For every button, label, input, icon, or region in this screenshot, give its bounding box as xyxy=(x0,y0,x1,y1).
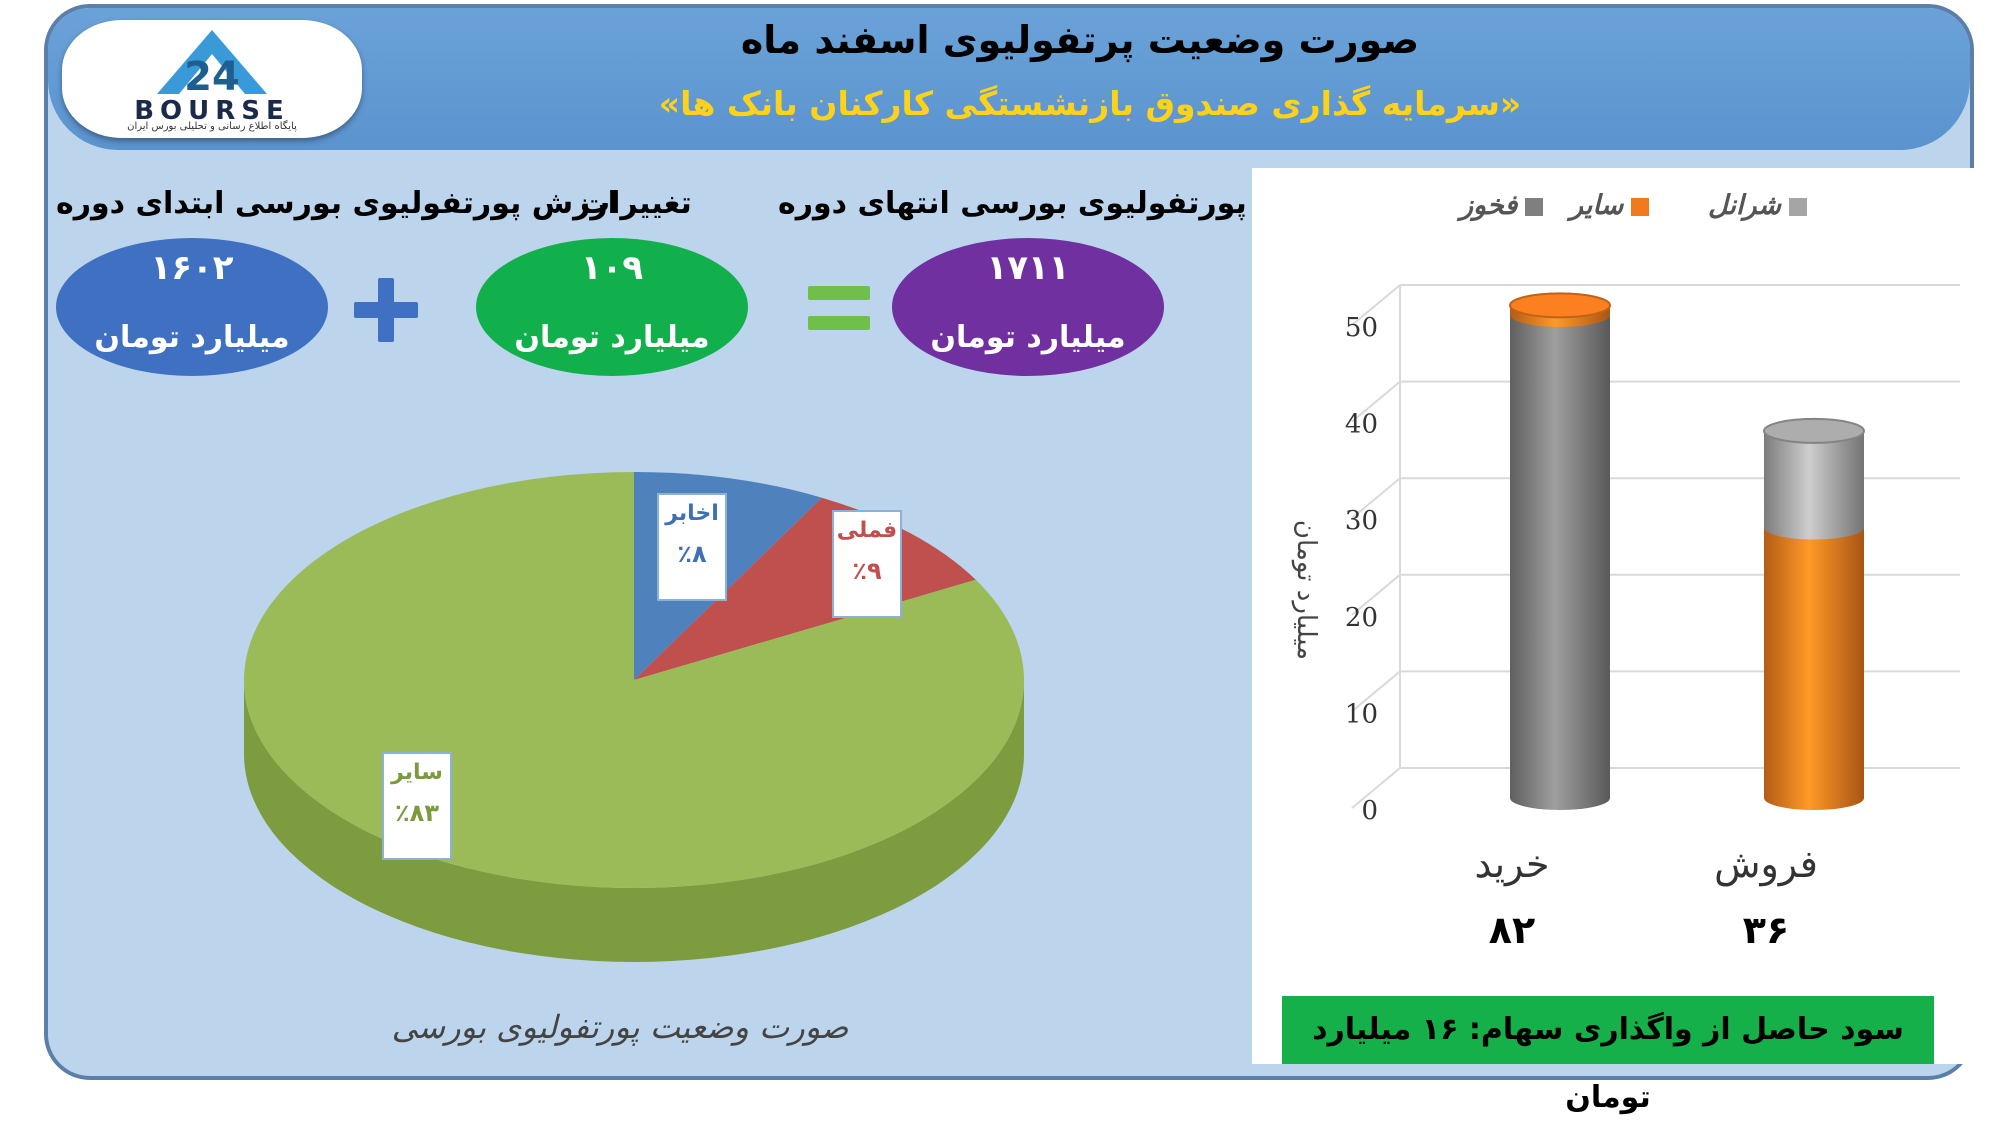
infographic: صورت وضعیت پرتفولیوی اسفند ماه «سرمایه گ… xyxy=(44,4,1974,1115)
pie-chart-caption: صورت وضعیت پورتفولیوی بورسی xyxy=(391,1008,849,1046)
y-tick-label: 30 xyxy=(1345,506,1378,536)
category-label-sell: فروش xyxy=(1714,842,1818,886)
start-value-oval: ۱۶۰۲ میلیارد تومان xyxy=(56,238,328,376)
pie-label-percent: ٪۸۳ xyxy=(395,799,439,827)
start-period-label: ارزش پورتفولیوی بورسی ابتدای دوره xyxy=(56,186,618,221)
pie-side xyxy=(244,680,1024,962)
gridline-side xyxy=(1351,767,1401,809)
bar-segment xyxy=(1510,315,1610,810)
category-total-buy: ۸۲ xyxy=(1488,908,1536,952)
y-tick-label: 40 xyxy=(1345,410,1378,440)
page-subtitle: «سرمایه گذاری صندوق بازنشستگی کارکنان با… xyxy=(658,84,1522,123)
logo-wordmark: BOURSE xyxy=(134,96,290,126)
logo-mountain-icon: 24 xyxy=(157,30,267,100)
legend-swatch xyxy=(1525,197,1544,216)
legend-swatch xyxy=(1788,197,1807,216)
pie-label-akhaber: اخابر ٪۸ xyxy=(657,493,727,601)
pie-label-percent: ٪۹ xyxy=(852,557,882,585)
start-value: ۱۶۰۲ xyxy=(150,248,234,288)
gridline-side xyxy=(1351,380,1401,423)
pie-label-name: اخابر xyxy=(665,501,719,526)
gridline-side xyxy=(1351,284,1401,326)
change-value-oval: ۱۰۹ میلیارد تومان xyxy=(476,238,748,376)
pie-label-name: فملی xyxy=(836,518,898,543)
bar-segment xyxy=(1764,430,1864,540)
bar-segment xyxy=(1764,527,1864,810)
end-period-label: ارزش پورتفولیوی بورسی انتهای دوره xyxy=(778,186,1344,221)
category-label-buy: خرید xyxy=(1474,842,1550,886)
change-value: ۱۰۹ xyxy=(580,248,644,288)
bourse-logo: 24 BOURSE پایگاه اطلاع رسانی و تحلیلی بو… xyxy=(62,20,362,138)
pie-label-name: سایر xyxy=(391,760,443,785)
pie-chart xyxy=(243,472,1024,962)
pie-label-fameli: فملی ٪۹ xyxy=(832,510,902,618)
gridline-side xyxy=(1351,477,1401,519)
start-value-unit: میلیارد تومان xyxy=(94,320,290,355)
end-value-unit: میلیارد تومان xyxy=(930,320,1126,355)
change-value-unit: میلیارد تومان xyxy=(514,320,710,355)
bar-cap xyxy=(1763,417,1865,444)
changes-label: تغییرات xyxy=(580,186,692,221)
end-value-oval: ۱۷۱۱ میلیارد تومان xyxy=(892,238,1164,376)
page-title: صورت وضعیت پرتفولیوی اسفند ماه xyxy=(740,18,1420,62)
pie-label-percent: ٪۸ xyxy=(677,540,707,568)
legend-label: سایر xyxy=(1570,190,1624,221)
legend-swatch xyxy=(1631,197,1650,216)
gridline-side xyxy=(1351,670,1401,713)
gridline-side xyxy=(1351,574,1401,616)
plus-icon xyxy=(354,278,418,342)
legend-item-sharanel: شرانل xyxy=(1708,190,1807,221)
category-total-sell: ۳۶ xyxy=(1742,908,1790,952)
bar-cap xyxy=(1509,292,1611,319)
legend-label: فخوز xyxy=(1460,190,1518,221)
y-axis-label: میلیارد تومان xyxy=(1291,520,1321,660)
y-tick-label: 0 xyxy=(1361,796,1378,826)
y-tick-label: 20 xyxy=(1345,603,1378,633)
legend-label: شرانل xyxy=(1708,190,1781,221)
pie-label-other: سایر ٪۸۳ xyxy=(382,752,452,860)
profit-note: سود حاصل از واگذاری سهام: ۱۶ میلیارد توم… xyxy=(1282,996,1934,1115)
bar-chart: 0 10 20 30 40 50 میلیارد تومان xyxy=(1291,284,1960,826)
y-tick-label: 50 xyxy=(1345,313,1378,343)
equals-icon xyxy=(808,286,870,330)
header-banner xyxy=(48,8,1970,150)
svg-text:24: 24 xyxy=(184,54,240,100)
y-tick-label: 10 xyxy=(1345,699,1378,729)
legend-item-other: سایر xyxy=(1570,190,1650,221)
legend-item-fakhouz: فخوز xyxy=(1460,190,1544,221)
logo-tagline: پایگاه اطلاع رسانی و تحلیلی بورس ایران xyxy=(127,121,297,132)
end-value: ۱۷۱۱ xyxy=(986,248,1070,288)
